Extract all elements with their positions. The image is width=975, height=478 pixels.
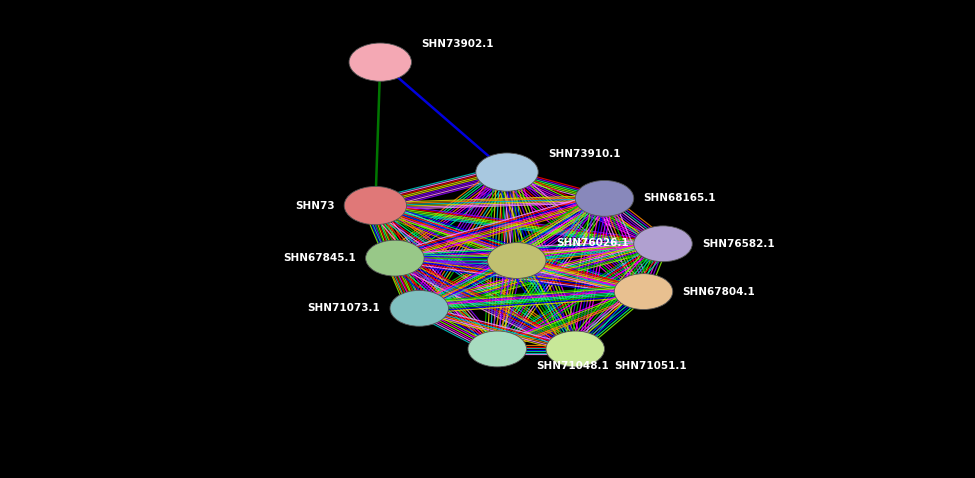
Ellipse shape xyxy=(546,331,604,367)
Text: SHN76582.1: SHN76582.1 xyxy=(702,239,774,249)
Ellipse shape xyxy=(468,331,526,367)
Text: SHN73902.1: SHN73902.1 xyxy=(421,39,493,49)
Text: SHN71073.1: SHN71073.1 xyxy=(307,304,380,313)
Text: SHN73910.1: SHN73910.1 xyxy=(548,149,620,159)
Ellipse shape xyxy=(575,180,634,217)
Ellipse shape xyxy=(344,186,407,225)
Text: SHN71048.1: SHN71048.1 xyxy=(536,361,609,371)
Text: SHN67804.1: SHN67804.1 xyxy=(682,287,756,296)
Text: SHN68165.1: SHN68165.1 xyxy=(644,194,716,203)
Text: SHN67845.1: SHN67845.1 xyxy=(283,253,356,263)
Ellipse shape xyxy=(366,240,424,276)
Text: SHN73: SHN73 xyxy=(294,201,334,210)
Ellipse shape xyxy=(476,153,538,191)
Text: SHN71051.1: SHN71051.1 xyxy=(614,361,686,371)
Ellipse shape xyxy=(488,243,546,278)
Text: SHN76026.1: SHN76026.1 xyxy=(556,239,628,248)
Ellipse shape xyxy=(390,291,448,326)
Ellipse shape xyxy=(349,43,411,81)
Ellipse shape xyxy=(614,273,673,310)
Ellipse shape xyxy=(634,226,692,262)
